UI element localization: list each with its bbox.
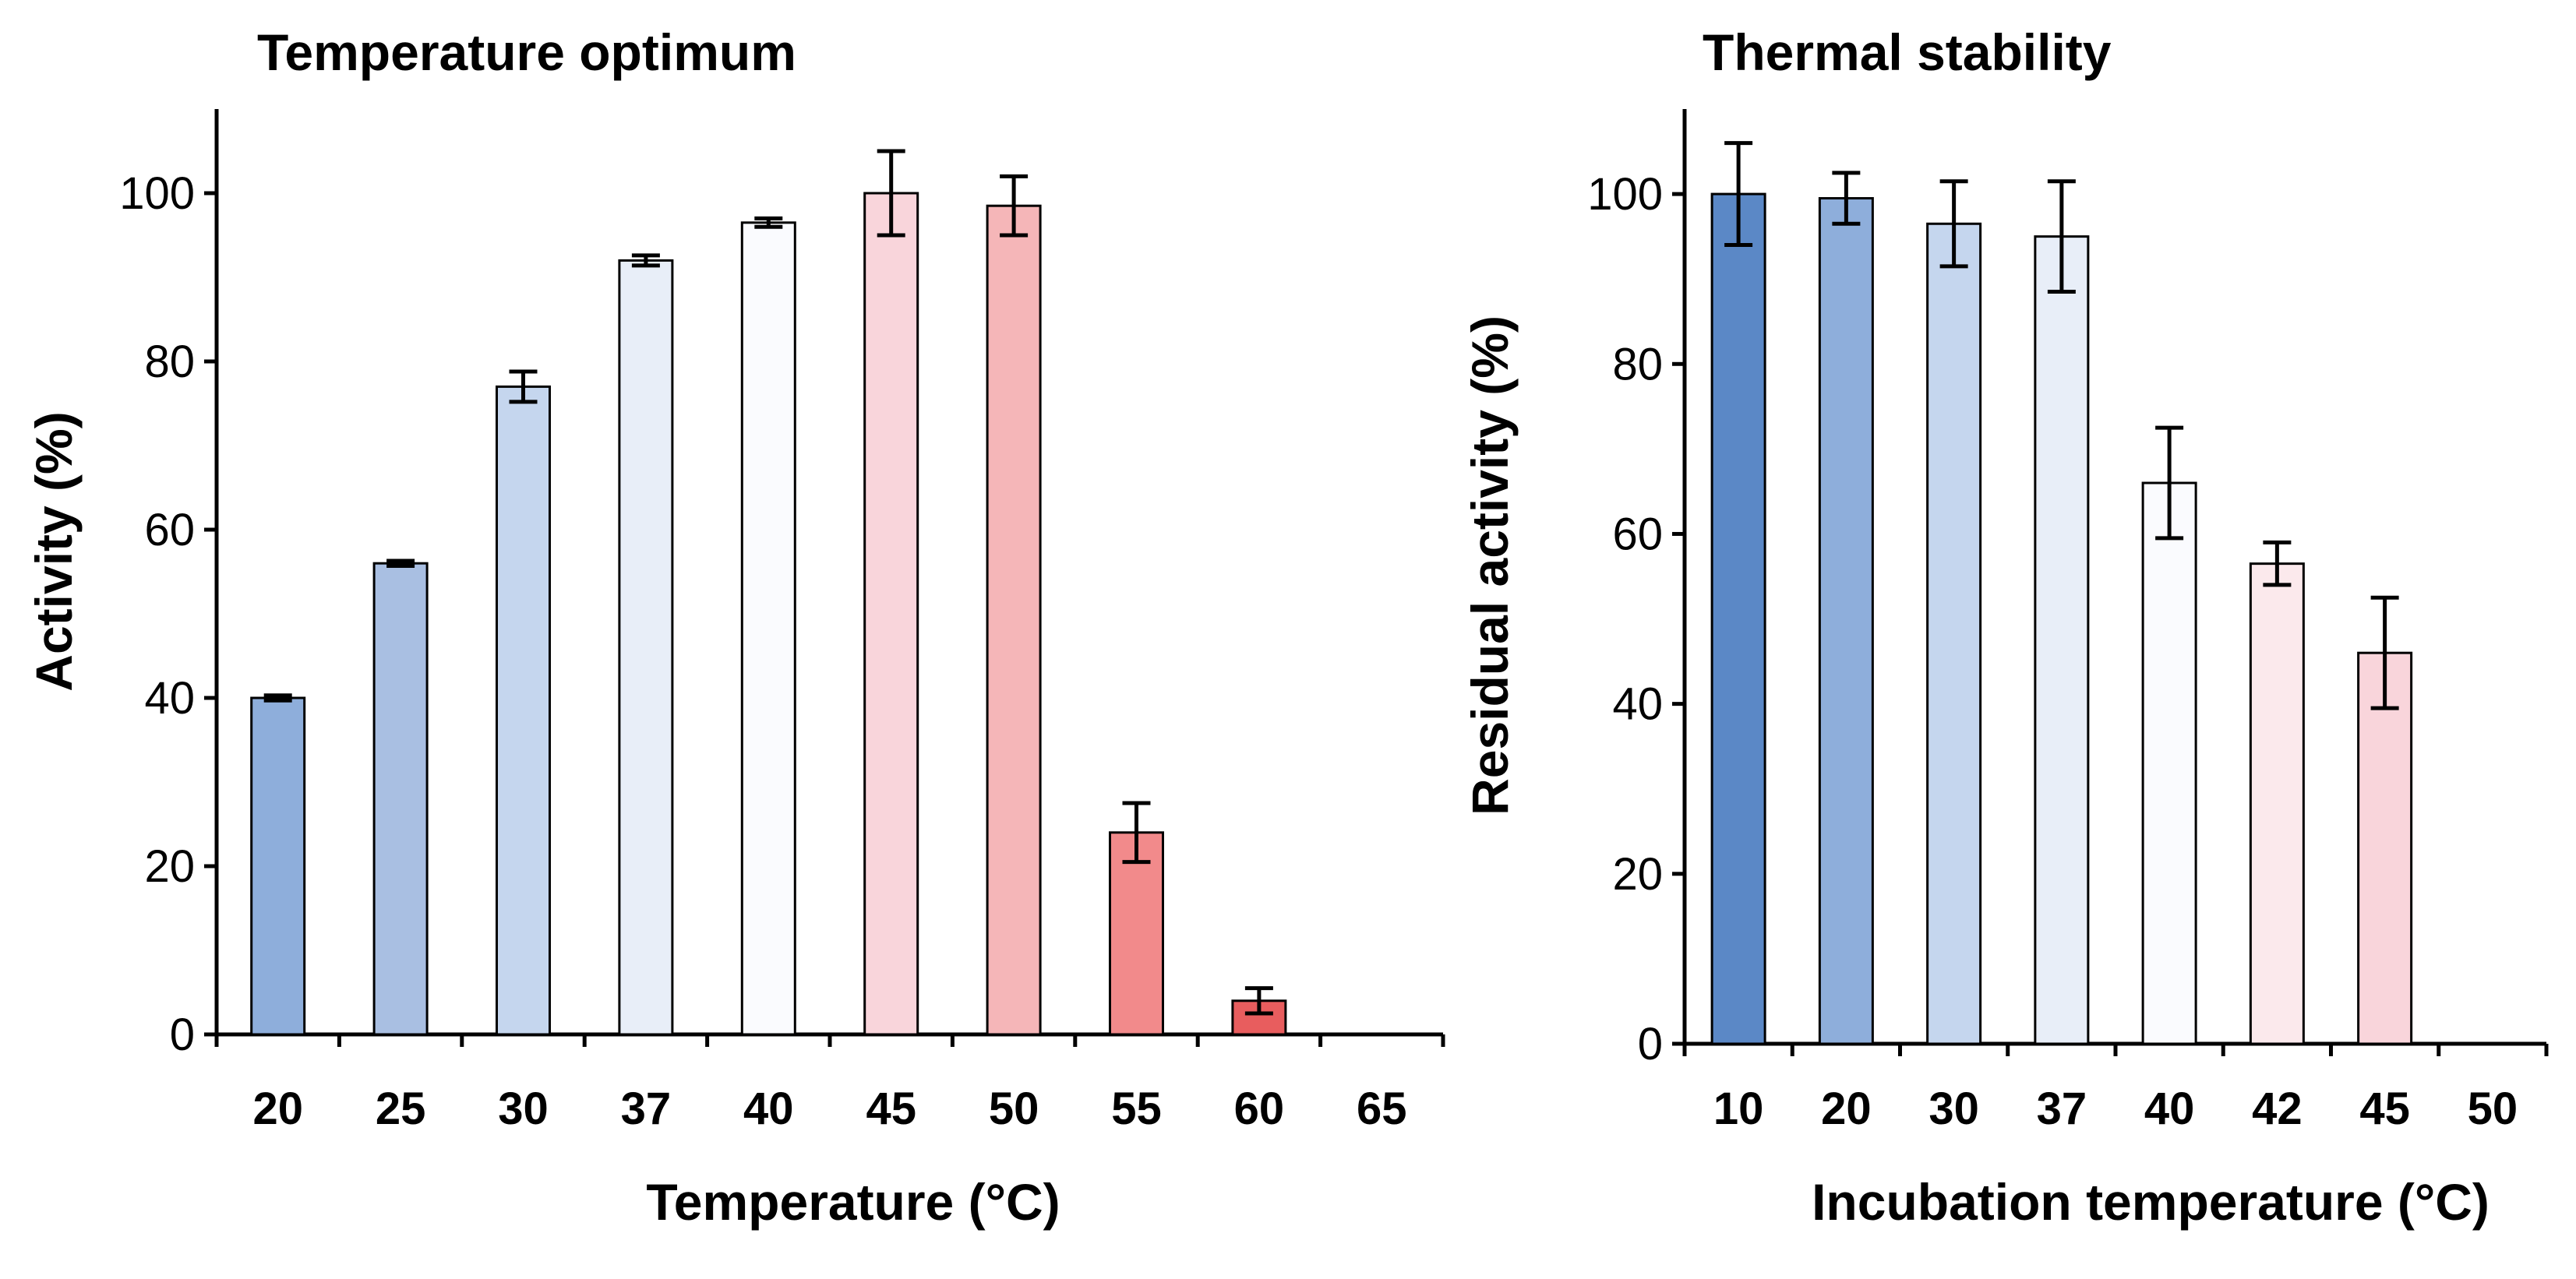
error-bar-30	[509, 369, 538, 404]
x-tick-label: 40	[743, 1083, 794, 1134]
error-bar-30	[1939, 179, 1968, 269]
bar-30	[496, 385, 551, 1036]
x-tick-label: 20	[1821, 1083, 1872, 1134]
error-bar-37	[2047, 179, 2076, 294]
y-tick-label: 40	[144, 673, 195, 724]
error-bar-55	[1122, 801, 1151, 865]
bar-20	[250, 696, 306, 1036]
x-tick-label: 37	[2037, 1083, 2087, 1134]
x-tick-label: 40	[2144, 1083, 2195, 1134]
y-tick-label: 20	[1612, 849, 1663, 900]
x-tick-label: 42	[2252, 1083, 2303, 1134]
x-tick-label: 20	[252, 1083, 303, 1134]
x-tick-label: 50	[2468, 1083, 2518, 1134]
x-tick-label: 30	[1928, 1083, 1979, 1134]
error-bar-20	[263, 693, 292, 703]
x-tick-label: 45	[866, 1083, 916, 1134]
chart-thermal-stability: Thermal stability Residual activity (%) …	[1461, 23, 2549, 1231]
bar-40	[2141, 481, 2197, 1045]
bar-45	[863, 192, 919, 1036]
y-tick-label: 60	[144, 505, 195, 555]
bar-37	[2034, 235, 2090, 1045]
chart-title: Temperature optimum	[257, 23, 796, 81]
x-axis-label: Incubation temperature (°C)	[1812, 1173, 2490, 1231]
error-bar-45	[2370, 595, 2399, 710]
x-tick-label: 45	[2359, 1083, 2410, 1134]
x-tick-label: 37	[621, 1083, 672, 1134]
x-tick-label: 10	[1713, 1083, 1764, 1134]
error-bar-37	[631, 253, 660, 268]
error-bar-40	[2155, 425, 2184, 541]
y-tick-label: 80	[1612, 339, 1663, 389]
error-bar-20	[1832, 171, 1861, 226]
y-tick-label: 20	[144, 841, 195, 892]
y-tick-label: 40	[1612, 679, 1663, 730]
chart-temperature-optimum: Temperature optimum Activity (%) Tempera…	[25, 23, 1445, 1231]
error-bar-42	[2263, 540, 2292, 587]
error-bar-40	[754, 216, 783, 229]
y-axis-label: Residual activity (%)	[1461, 315, 1519, 816]
bar-42	[2249, 562, 2305, 1045]
error-bar-25	[386, 558, 415, 568]
chart-marks: 0 20 40 60 80 100 20 25 30 37 40 45 50 55 60 65	[119, 109, 1445, 1134]
bar-25	[372, 562, 429, 1036]
y-axis-label: Activity (%)	[25, 411, 83, 691]
x-axis-label: Temperature (°C)	[646, 1173, 1060, 1231]
x-tick-label: 55	[1111, 1083, 1162, 1134]
y-tick-label: 100	[119, 168, 195, 219]
x-tick-label: 60	[1234, 1083, 1285, 1134]
error-bar-50	[1000, 174, 1029, 238]
chart-marks: 0 20 40 60 80 100 10 20 30 37 40 42 45 50	[1587, 109, 2549, 1134]
y-tick-label: 80	[144, 336, 195, 387]
y-tick-label: 60	[1612, 509, 1663, 559]
bar-20	[1818, 197, 1874, 1045]
y-tick-label: 0	[170, 1009, 195, 1060]
bar-10	[1710, 192, 1766, 1045]
bar-55	[1109, 831, 1164, 1036]
x-tick-label: 25	[376, 1083, 426, 1134]
chart-title: Thermal stability	[1703, 23, 2112, 81]
y-tick-label: 100	[1587, 169, 1663, 220]
bar-45	[2357, 651, 2413, 1045]
x-tick-label: 30	[498, 1083, 549, 1134]
bar-50	[986, 204, 1042, 1036]
error-bar-10	[1724, 141, 1753, 248]
x-tick-label: 50	[989, 1083, 1039, 1134]
bar-30	[1926, 222, 1982, 1045]
y-tick-label: 0	[1638, 1019, 1663, 1069]
bar-37	[618, 259, 674, 1036]
error-bar-60	[1244, 986, 1273, 1016]
bar-40	[740, 221, 796, 1036]
x-tick-label: 65	[1357, 1083, 1407, 1134]
error-bar-45	[877, 149, 905, 238]
